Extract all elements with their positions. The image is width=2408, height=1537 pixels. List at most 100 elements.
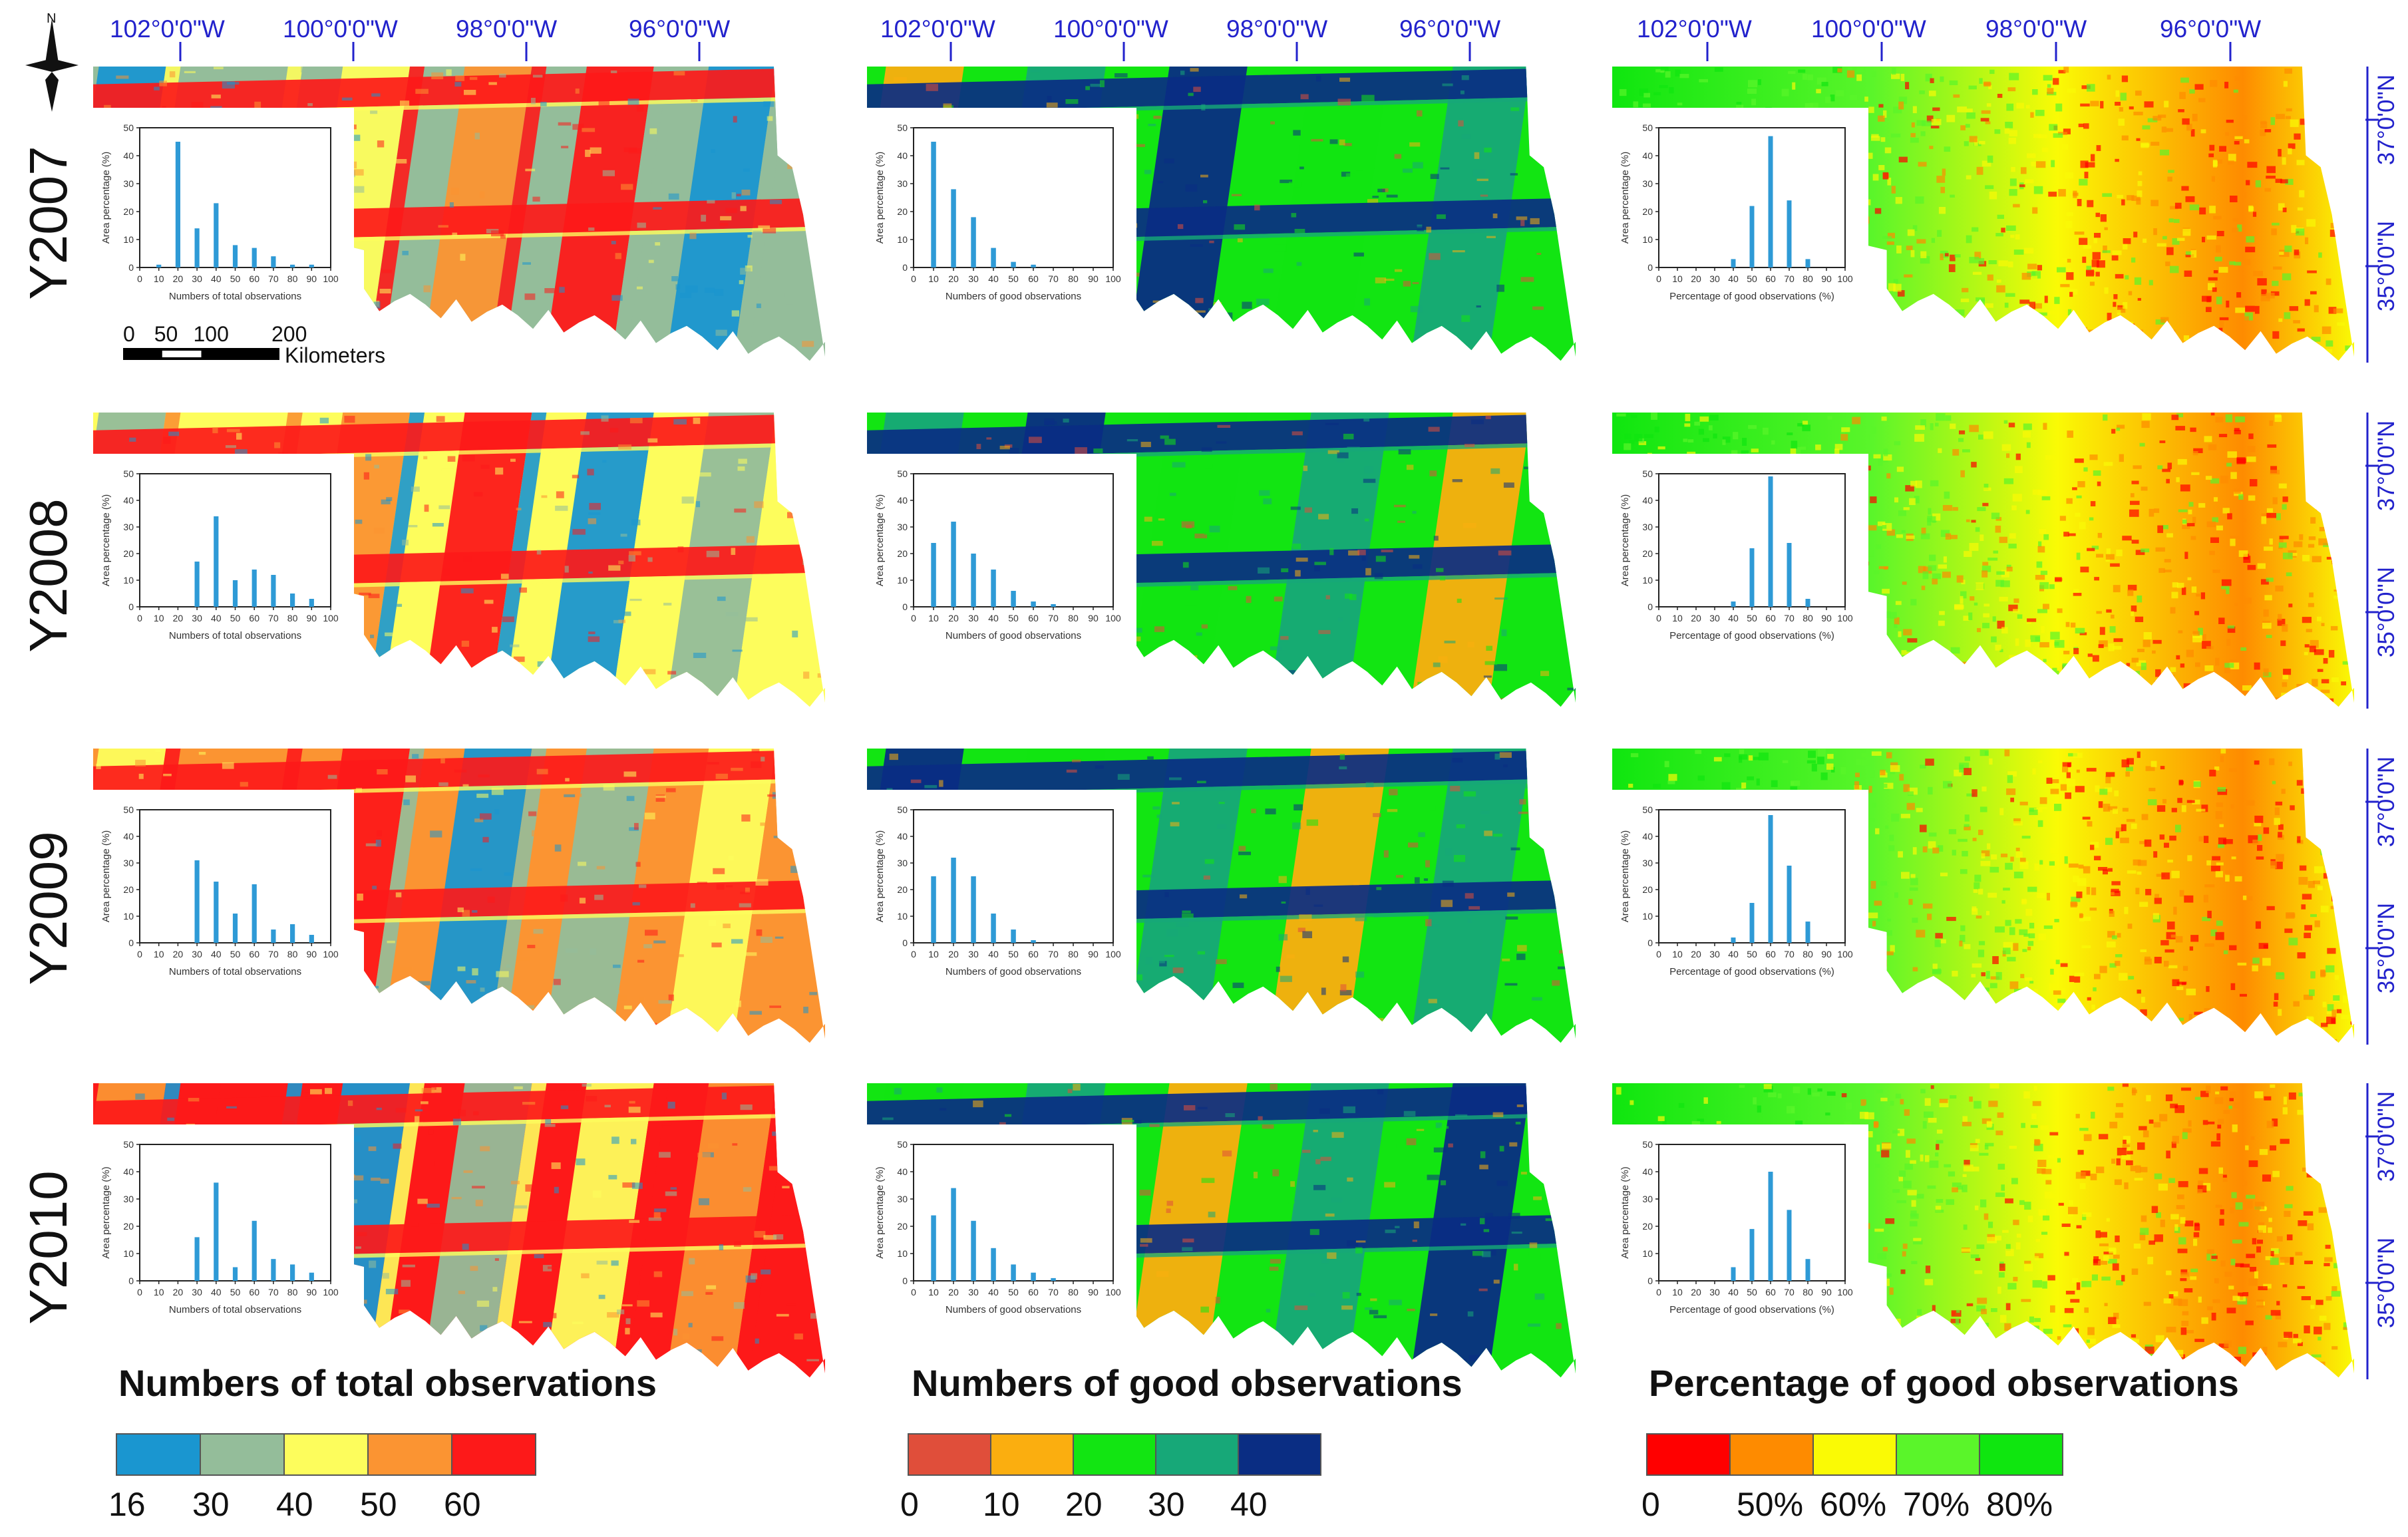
y-tick-label: 0	[128, 601, 134, 612]
y-tick-label: 20	[897, 1221, 908, 1232]
x-tick-label: 10	[928, 949, 939, 959]
bar	[1011, 261, 1016, 267]
year-label: Y2007	[19, 146, 78, 299]
bar	[951, 189, 956, 267]
x-axis-title: Percentage of good observations (%)	[1669, 291, 1834, 302]
bar	[252, 884, 257, 943]
x-tick-label: 30	[1709, 949, 1720, 959]
longitude-label: 98°0'0"W	[1226, 15, 1327, 43]
y-tick-label: 50	[897, 804, 908, 815]
bar	[991, 1248, 996, 1281]
y-tick-label: 50	[123, 804, 134, 815]
y-tick-label: 20	[1642, 206, 1653, 217]
x-tick-label: 40	[988, 1287, 999, 1297]
bar	[252, 1220, 257, 1281]
legend-label: 30	[1148, 1486, 1185, 1523]
legend-label: 60%	[1820, 1486, 1886, 1523]
x-tick-label: 30	[968, 949, 979, 959]
bar	[1805, 922, 1810, 943]
bar	[991, 914, 996, 943]
scale-tick-label: 0	[123, 322, 135, 346]
legend-title-good: Numbers of good observations	[912, 1362, 1462, 1404]
x-tick-label: 90	[1821, 1287, 1832, 1297]
x-tick-label: 0	[137, 949, 142, 959]
bar	[971, 1220, 976, 1281]
bar	[1749, 903, 1755, 943]
x-tick-label: 80	[287, 1287, 298, 1297]
bar	[156, 264, 162, 267]
x-tick-label: 20	[948, 1287, 959, 1297]
scale-unit-label: Kilometers	[285, 343, 385, 367]
y-axis-title: Area percentage (%)	[874, 152, 886, 244]
y-tick-label: 40	[897, 831, 908, 842]
bar	[951, 1188, 956, 1281]
x-tick-label: 80	[1803, 613, 1813, 623]
year-label: Y2009	[19, 831, 78, 985]
x-tick-label: 80	[287, 949, 298, 959]
x-tick-label: 80	[1068, 949, 1079, 959]
x-tick-label: 30	[192, 1287, 202, 1297]
x-tick-label: 90	[307, 613, 317, 623]
x-tick-label: 0	[137, 1287, 142, 1297]
bar	[271, 930, 276, 943]
x-tick-label: 0	[911, 1287, 916, 1297]
y-tick-label: 30	[897, 858, 908, 868]
bar	[252, 248, 257, 267]
x-tick-label: 80	[1803, 273, 1813, 284]
bar	[971, 217, 976, 267]
x-tick-label: 80	[1803, 949, 1813, 959]
bar	[1768, 815, 1773, 943]
x-tick-label: 100	[323, 613, 339, 623]
y-tick-label: 20	[123, 548, 134, 559]
inset-histogram-total-0: 0 10 20 30 40 50 60 70 80 90 100 0 10 20 30 40 50 Numbers…	[93, 108, 354, 334]
bar	[1768, 476, 1773, 607]
x-tick-label: 30	[1709, 1287, 1720, 1297]
x-tick-label: 90	[1088, 613, 1099, 623]
longitude-label: 98°0'0"W	[456, 15, 557, 43]
x-tick-label: 60	[1028, 949, 1039, 959]
x-tick-label: 20	[173, 273, 184, 284]
x-tick-label: 70	[1784, 1287, 1795, 1297]
x-tick-label: 20	[948, 273, 959, 284]
bar	[194, 860, 200, 943]
bar	[1787, 1210, 1792, 1281]
y-tick-label: 0	[1647, 262, 1653, 273]
y-tick-label: 10	[897, 575, 908, 586]
legend-swatch	[283, 1433, 369, 1476]
year-label: Y2010	[19, 1170, 78, 1324]
longitude-label: 96°0'0"W	[1399, 15, 1500, 43]
y-tick-label: 20	[897, 884, 908, 895]
x-tick-label: 20	[173, 1287, 184, 1297]
x-tick-label: 70	[268, 273, 279, 284]
bar	[931, 876, 936, 943]
x-tick-label: 60	[249, 273, 259, 284]
x-tick-label: 90	[1821, 273, 1832, 284]
bar	[1805, 1259, 1810, 1281]
bar	[194, 228, 200, 267]
x-tick-label: 90	[307, 273, 317, 284]
y-tick-label: 30	[123, 178, 134, 189]
x-tick-label: 10	[154, 613, 164, 623]
x-tick-label: 100	[1105, 949, 1121, 959]
x-tick-label: 90	[1088, 273, 1099, 284]
legend-swatch	[116, 1433, 201, 1476]
bar	[214, 1182, 219, 1281]
x-tick-label: 20	[948, 613, 959, 623]
bar	[214, 203, 219, 267]
x-tick-label: 80	[1068, 273, 1079, 284]
legend-label: 50%	[1737, 1486, 1803, 1523]
x-tick-label: 40	[1728, 949, 1739, 959]
x-tick-label: 70	[1784, 273, 1795, 284]
x-tick-label: 50	[230, 613, 241, 623]
bar	[252, 570, 257, 607]
x-tick-label: 70	[268, 613, 279, 623]
x-tick-label: 100	[323, 273, 339, 284]
x-tick-label: 80	[1068, 613, 1079, 623]
inset-histogram-total-1: 0 10 20 30 40 50 60 70 80 90 100 0 10 20 30 40 50 Numbers…	[93, 454, 354, 673]
x-axis-title: Numbers of good observations	[946, 630, 1081, 641]
longitude-label: 102°0'0"W	[880, 15, 995, 43]
y-tick-label: 30	[123, 522, 134, 532]
legend-swatch	[908, 1433, 991, 1476]
x-tick-label: 100	[1837, 1287, 1853, 1297]
bar	[290, 1264, 295, 1281]
